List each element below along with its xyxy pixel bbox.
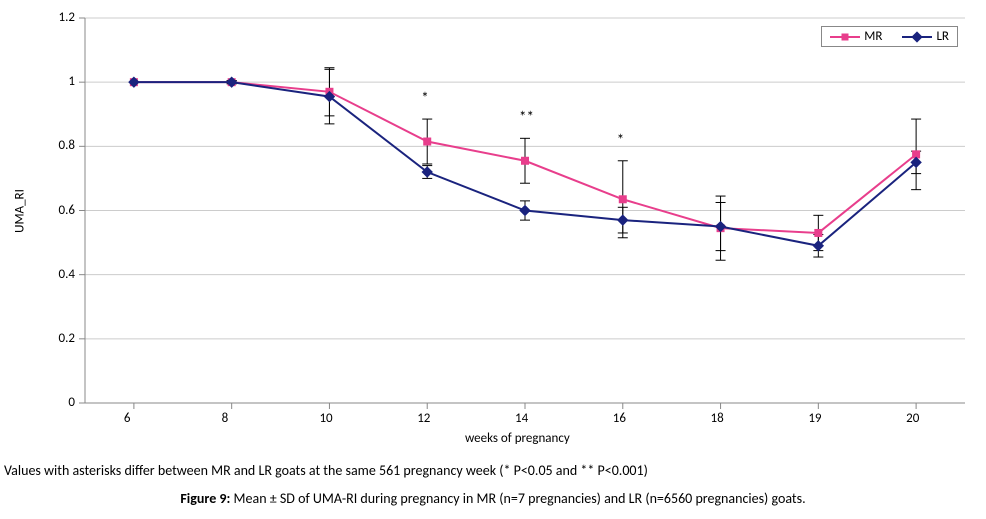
figure-caption-text: Mean ± SD of UMA-RI during pregnancy in … <box>230 490 805 507</box>
series-marker-mr <box>424 138 431 145</box>
y-tick-label: 1.2 <box>59 10 75 25</box>
series-marker-lr <box>618 215 628 225</box>
y-tick-label: 0.6 <box>59 203 75 218</box>
series-marker-mr <box>815 229 822 236</box>
legend-item-lr: LR <box>902 29 949 44</box>
y-axis-label: UMA_RI <box>13 189 28 233</box>
legend-marker-icon <box>842 33 849 40</box>
figure-caption-label: Figure 9: <box>180 490 230 507</box>
y-tick-label: 0 <box>68 395 75 410</box>
x-tick-label: 8 <box>222 411 229 426</box>
significance-marker: ** <box>519 109 534 127</box>
legend-line <box>830 36 860 38</box>
series-marker-mr <box>619 196 626 203</box>
legend-label: LR <box>936 29 949 44</box>
x-tick-label: 12 <box>417 411 430 426</box>
legend-item-mr: MR <box>830 29 882 44</box>
x-tick-label: 18 <box>711 411 724 426</box>
y-tick-label: 0.2 <box>59 331 75 346</box>
legend: MR LR <box>821 26 958 47</box>
legend-line <box>902 36 932 38</box>
x-axis-label: weeks of pregnancy <box>465 431 570 446</box>
legend-label: MR <box>864 29 882 44</box>
series-marker-mr <box>522 157 529 164</box>
significance-marker: * <box>617 132 624 150</box>
x-tick-label: 20 <box>906 411 919 426</box>
x-tick-label: 16 <box>613 411 626 426</box>
y-tick-label: 1 <box>68 74 75 89</box>
series-marker-lr <box>520 206 530 216</box>
y-tick-label: 0.4 <box>59 267 75 282</box>
y-tick-label: 0.8 <box>59 138 75 153</box>
x-tick-label: 14 <box>515 411 528 426</box>
x-tick-label: 19 <box>808 411 821 426</box>
x-tick-label: 10 <box>319 411 332 426</box>
x-tick-label: 6 <box>124 411 131 426</box>
figure-caption: Figure 9: Mean ± SD of UMA-RI during pre… <box>0 490 986 507</box>
caption-note: Values with asterisks differ between MR … <box>4 462 986 479</box>
legend-marker-icon <box>912 31 923 42</box>
significance-marker: * <box>421 90 428 108</box>
